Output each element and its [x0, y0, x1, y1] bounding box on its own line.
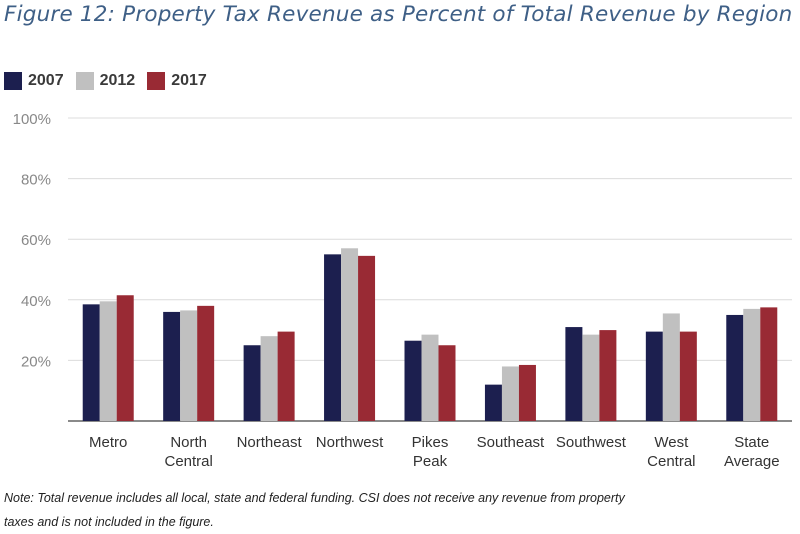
x-tick-label: State Average [724, 434, 780, 470]
bar-2007 [243, 345, 261, 421]
footnote-line-2: taxes and is not included in the figure. [4, 515, 214, 529]
legend-item-2007: 2007 [4, 72, 64, 90]
bar-2017 [599, 330, 617, 421]
bar-2012 [582, 334, 600, 421]
bar-2017 [518, 364, 536, 421]
bar-2017 [197, 305, 215, 421]
bar-2017 [358, 255, 376, 421]
bar-2007 [404, 340, 422, 421]
bar-2017 [277, 331, 295, 421]
y-tick-label: 20% [21, 353, 51, 370]
y-tick-label: 80% [21, 172, 51, 189]
bar-2007 [484, 384, 502, 421]
bar-2007 [82, 304, 100, 421]
bar-2007 [163, 311, 181, 421]
x-tick-label: Metro [89, 434, 127, 451]
x-tick-label: West Central [647, 434, 695, 470]
bar-chart: 20% 40% 60% 80% 100% Metro North Central Northea… [13, 111, 792, 470]
x-tick-label: North Central [164, 434, 212, 470]
y-tick-label: 60% [21, 232, 51, 249]
x-tick-label: Northeast [237, 434, 303, 451]
legend-label-2012: 2012 [99, 72, 136, 89]
legend-item-2017: 2017 [147, 72, 207, 90]
x-tick-label: Southwest [556, 434, 627, 451]
x-tick-label: Pikes Peak [412, 434, 449, 470]
y-tick-label: 40% [21, 293, 51, 310]
footnote-line-1: Note: Total revenue includes all local, … [4, 491, 625, 505]
legend-label-2017: 2017 [171, 72, 207, 89]
legend: 2007 2012 2017 [4, 72, 219, 90]
bar-2012 [501, 366, 519, 421]
bar-2012 [421, 334, 439, 421]
bar-2012 [662, 313, 680, 421]
bar-2012 [99, 301, 117, 421]
x-tick-label: Southeast [477, 434, 545, 451]
legend-swatch-2017 [147, 72, 166, 90]
legend-swatch-2007 [4, 72, 22, 90]
bar-2017 [679, 331, 697, 421]
footnote: Note: Total revenue includes all local, … [4, 486, 796, 534]
legend-item-2012: 2012 [75, 72, 136, 90]
bar-2017 [760, 307, 778, 421]
bar-2012 [180, 310, 198, 421]
bar-2012 [341, 248, 359, 421]
bar-2007 [726, 314, 744, 421]
bar-2007 [565, 327, 583, 421]
y-tick-label: 100% [13, 111, 51, 128]
bar-2007 [645, 331, 663, 421]
bar-2017 [116, 295, 134, 421]
chart-title: Figure 12: Property Tax Revenue as Perce… [4, 2, 793, 27]
bar-2012 [260, 336, 278, 421]
bar-2007 [324, 254, 342, 421]
legend-swatch-2012 [75, 72, 94, 90]
x-tick-label: Northwest [316, 434, 384, 451]
bar-2012 [743, 308, 761, 421]
bar-2017 [438, 345, 456, 421]
legend-label-2007: 2007 [28, 72, 64, 89]
